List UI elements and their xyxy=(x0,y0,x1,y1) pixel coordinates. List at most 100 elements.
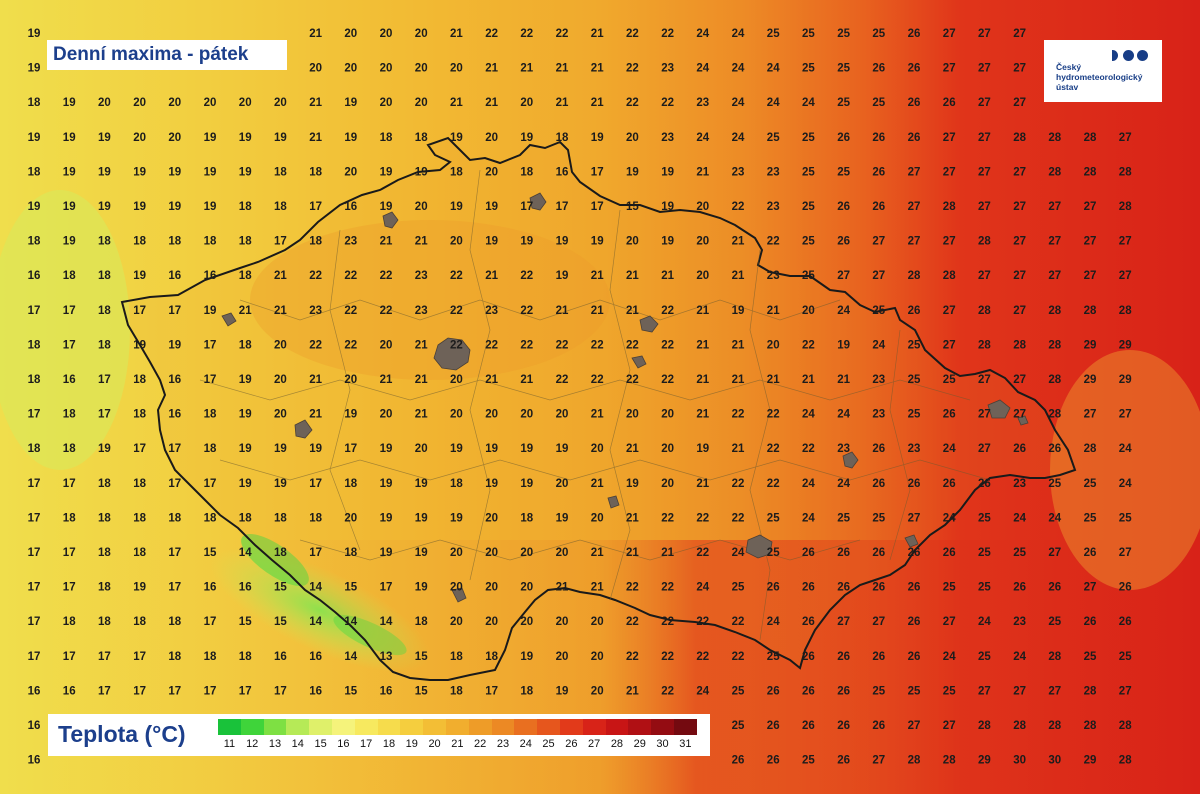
legend-swatch: 29 xyxy=(628,719,652,750)
grid-temperature-value: 19 xyxy=(133,339,146,351)
grid-temperature-value: 22 xyxy=(661,685,674,697)
grid-temperature-value: 22 xyxy=(344,339,357,351)
grid-temperature-value: 23 xyxy=(837,443,850,455)
legend-swatch-label: 31 xyxy=(679,738,692,750)
grid-temperature-value: 20 xyxy=(556,478,569,490)
grid-temperature-value: 15 xyxy=(344,582,357,594)
grid-temperature-value: 20 xyxy=(450,63,463,75)
grid-temperature-value: 20 xyxy=(133,132,146,144)
grid-temperature-value: 28 xyxy=(1048,651,1061,663)
grid-temperature-value: 26 xyxy=(837,236,850,248)
grid-temperature-value: 20 xyxy=(168,97,181,109)
grid-temperature-value: 26 xyxy=(767,720,780,732)
grid-temperature-value: 28 xyxy=(978,305,991,317)
grid-temperature-value: 19 xyxy=(28,63,41,75)
grid-temperature-value: 19 xyxy=(168,201,181,213)
grid-temperature-value: 17 xyxy=(133,651,146,663)
grid-temperature-value: 21 xyxy=(415,409,428,421)
grid-temperature-value: 21 xyxy=(626,443,639,455)
legend-swatch-color xyxy=(263,719,287,735)
grid-temperature-value: 21 xyxy=(309,374,322,386)
grid-temperature-value: 25 xyxy=(1084,651,1097,663)
grid-temperature-value: 21 xyxy=(626,305,639,317)
grid-temperature-value: 27 xyxy=(978,685,991,697)
grid-temperature-value: 18 xyxy=(168,651,181,663)
grid-temperature-value: 21 xyxy=(520,63,533,75)
grid-temperature-value: 23 xyxy=(661,132,674,144)
grid-temperature-value: 26 xyxy=(872,720,885,732)
grid-temperature-value: 19 xyxy=(380,547,393,559)
grid-temperature-value: 16 xyxy=(309,651,322,663)
grid-temperature-value: 19 xyxy=(274,478,287,490)
grid-temperature-value: 20 xyxy=(591,512,604,524)
grid-temperature-value: 19 xyxy=(204,166,217,178)
grid-temperature-value: 19 xyxy=(168,339,181,351)
grid-temperature-value: 23 xyxy=(485,305,498,317)
grid-temperature-value: 17 xyxy=(28,616,41,628)
grid-temperature-value: 21 xyxy=(556,63,569,75)
grid-temperature-value: 22 xyxy=(661,582,674,594)
grid-temperature-value: 19 xyxy=(239,478,252,490)
grid-temperature-value: 27 xyxy=(978,63,991,75)
grid-temperature-value: 19 xyxy=(133,201,146,213)
grid-temperature-value: 15 xyxy=(415,685,428,697)
legend-swatch-color xyxy=(491,719,515,735)
grid-temperature-value: 23 xyxy=(908,443,921,455)
grid-temperature-value: 20 xyxy=(661,409,674,421)
grid-temperature-value: 26 xyxy=(802,547,815,559)
grid-temperature-value: 25 xyxy=(943,582,956,594)
grid-temperature-value: 27 xyxy=(872,270,885,282)
grid-temperature-value: 17 xyxy=(63,478,76,490)
grid-temperature-value: 21 xyxy=(591,582,604,594)
legend-swatch-label: 26 xyxy=(565,738,578,750)
grid-temperature-value: 26 xyxy=(908,547,921,559)
grid-temperature-value: 25 xyxy=(802,236,815,248)
grid-temperature-value: 14 xyxy=(344,616,357,628)
grid-temperature-value: 28 xyxy=(1048,166,1061,178)
grid-temperature-value: 18 xyxy=(98,305,111,317)
grid-temperature-value: 17 xyxy=(309,478,322,490)
grid-temperature-value: 19 xyxy=(239,132,252,144)
grid-temperature-value: 26 xyxy=(837,685,850,697)
grid-temperature-value: 17 xyxy=(204,339,217,351)
legend-swatch: 18 xyxy=(377,719,401,750)
grid-temperature-value: 27 xyxy=(1084,236,1097,248)
grid-temperature-value: 22 xyxy=(309,270,322,282)
city-pardubice xyxy=(631,355,647,369)
grid-temperature-value: 18 xyxy=(309,512,322,524)
grid-temperature-value: 22 xyxy=(485,339,498,351)
grid-temperature-value: 19 xyxy=(380,201,393,213)
legend-swatch: 12 xyxy=(240,719,264,750)
grid-temperature-value: 20 xyxy=(133,97,146,109)
grid-temperature-value: 21 xyxy=(380,236,393,248)
grid-temperature-value: 20 xyxy=(168,132,181,144)
grid-temperature-value: 20 xyxy=(415,201,428,213)
grid-temperature-value: 15 xyxy=(204,547,217,559)
grid-temperature-value: 22 xyxy=(626,616,639,628)
grid-temperature-value: 19 xyxy=(98,443,111,455)
legend-swatch-label: 20 xyxy=(428,738,441,750)
grid-temperature-value: 19 xyxy=(28,201,41,213)
grid-temperature-value: 26 xyxy=(872,132,885,144)
grid-temperature-value: 17 xyxy=(133,305,146,317)
grid-temperature-value: 22 xyxy=(380,270,393,282)
grid-temperature-value: 27 xyxy=(908,720,921,732)
grid-temperature-value: 27 xyxy=(978,97,991,109)
logo-line-1: Český xyxy=(1056,62,1082,72)
grid-temperature-value: 24 xyxy=(732,63,745,75)
grid-temperature-value: 18 xyxy=(415,132,428,144)
grid-temperature-value: 28 xyxy=(1119,305,1132,317)
grid-temperature-value: 26 xyxy=(908,616,921,628)
grid-temperature-value: 28 xyxy=(1084,443,1097,455)
grid-temperature-value: 26 xyxy=(802,685,815,697)
grid-temperature-value: 27 xyxy=(1119,547,1132,559)
legend-swatch-label: 29 xyxy=(633,738,646,750)
grid-temperature-value: 19 xyxy=(415,512,428,524)
grid-temperature-value: 24 xyxy=(767,97,780,109)
grid-temperature-value: 16 xyxy=(309,685,322,697)
grid-temperature-value: 25 xyxy=(1048,616,1061,628)
grid-temperature-value: 19 xyxy=(98,166,111,178)
grid-temperature-value: 15 xyxy=(274,616,287,628)
grid-temperature-value: 17 xyxy=(204,685,217,697)
grid-temperature-value: 20 xyxy=(415,443,428,455)
